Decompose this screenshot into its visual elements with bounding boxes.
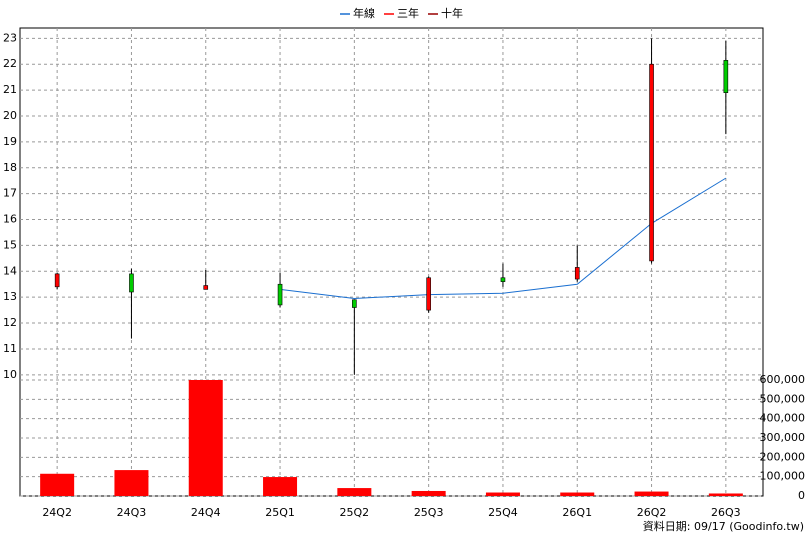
- legend-label: 十年: [441, 6, 463, 20]
- x-tick-label: 24Q2: [42, 506, 72, 519]
- y-tick-label: 12: [3, 316, 17, 329]
- y-tick-label: 11: [3, 342, 17, 355]
- candle-body: [203, 285, 209, 290]
- volume-bar: [40, 473, 75, 496]
- volume-bar: [411, 490, 446, 496]
- y2-tick-label: 100,000: [760, 470, 806, 483]
- y-tick-label: 19: [3, 135, 17, 148]
- y-tick-label: 10: [3, 368, 17, 381]
- x-tick-label: 25Q2: [340, 506, 370, 519]
- y-tick-label: 22: [3, 57, 17, 70]
- y-tick-label: 20: [3, 109, 17, 122]
- volume-bar: [634, 491, 669, 496]
- x-tick-label: 26Q2: [637, 506, 667, 519]
- candle-body: [129, 273, 134, 293]
- y-tick-label: 17: [3, 187, 17, 200]
- candle-body: [54, 273, 60, 288]
- y2-tick-label: 0: [798, 489, 805, 502]
- candle-body: [723, 60, 729, 94]
- candle-body: [426, 277, 431, 311]
- candle-body: [574, 267, 580, 280]
- y-tick-label: 13: [3, 290, 17, 303]
- x-tick-label: 26Q1: [562, 506, 592, 519]
- y-tick-label: 23: [3, 31, 17, 44]
- volume-bar: [337, 488, 372, 496]
- x-tick-label: 26Q3: [711, 506, 741, 519]
- y-tick-label: 18: [3, 161, 17, 174]
- plot-frame: [19, 27, 764, 497]
- x-tick-label: 25Q4: [488, 506, 518, 519]
- volume-bar: [560, 492, 595, 496]
- x-tick-label: 25Q1: [265, 506, 295, 519]
- y2-tick-label: 200,000: [760, 450, 806, 463]
- candle-body: [500, 277, 506, 282]
- y-tick-label: 21: [3, 83, 17, 96]
- candle-body: [277, 283, 283, 306]
- candle-body: [352, 299, 357, 308]
- volume-bar: [188, 380, 223, 496]
- x-tick-label: 25Q3: [414, 506, 444, 519]
- y-tick-label: 15: [3, 238, 17, 251]
- volume-bar: [263, 477, 298, 496]
- volume-bar: [114, 470, 149, 496]
- y2-tick-label: 600,000: [760, 373, 806, 386]
- y2-tick-label: 400,000: [760, 412, 806, 425]
- x-tick-label: 24Q4: [191, 506, 221, 519]
- footer: 資料日期: 09/17 (Goodinfo.tw): [643, 519, 804, 533]
- legend-label: 年線: [353, 6, 375, 20]
- x-tick-label: 24Q3: [117, 506, 147, 519]
- candle-body: [649, 63, 654, 262]
- y2-tick-label: 500,000: [760, 392, 806, 405]
- volume-bar: [485, 492, 520, 496]
- y-tick-label: 14: [3, 264, 17, 277]
- y2-tick-label: 300,000: [760, 431, 806, 444]
- legend-label: 三年: [397, 6, 419, 20]
- y-tick-label: 16: [3, 213, 17, 226]
- volume-bar: [708, 493, 743, 496]
